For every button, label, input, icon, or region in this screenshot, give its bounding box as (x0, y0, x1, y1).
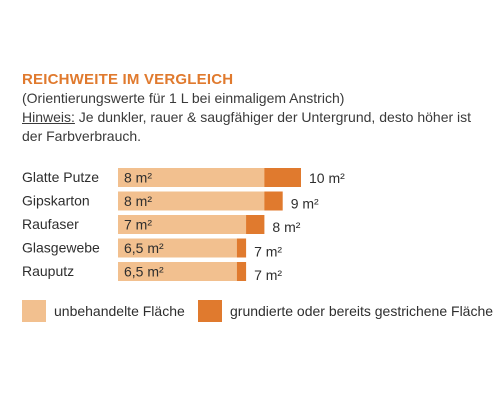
legend-label-primed: grundierte oder bereits gestrichene Fläc… (230, 303, 494, 319)
category-label: Rauputz (22, 263, 74, 279)
hint-label: Hinweis: (22, 109, 75, 125)
bar-untreated (118, 215, 247, 234)
value-label-primed: 9 m² (291, 196, 319, 212)
category-label: Gipskarton (22, 193, 90, 209)
bar-row: Glatte Putze 8 m² 10 m² (22, 168, 345, 187)
chart-header: REICHWEITE IM VERGLEICH (Orientierungswe… (22, 70, 492, 146)
chart-subtitle: (Orientierungswerte für 1 L bei einmalig… (22, 90, 345, 106)
value-label-primed: 7 m² (254, 267, 282, 283)
bar-untreated (118, 262, 237, 281)
legend-item-untreated: unbehandelte Fläche (22, 300, 185, 322)
legend: unbehandelte Fläche grundierte oder bere… (22, 300, 493, 328)
chart-title: REICHWEITE IM VERGLEICH (22, 71, 234, 88)
value-label-untreated: 6,5 m² (124, 264, 164, 280)
bar-row: Glasgewebe 6,5 m² 7 m² (22, 238, 282, 260)
bar-row: Raufaser 7 m² 8 m² (22, 215, 301, 235)
bar-untreated (118, 168, 265, 187)
value-label-primed: 8 m² (272, 219, 300, 235)
legend-swatch-primed (198, 300, 222, 322)
category-label: Raufaser (22, 216, 79, 232)
bar-row: Gipskarton 8 m² 9 m² (22, 191, 319, 212)
category-label: Glatte Putze (22, 169, 99, 185)
value-label-untreated: 8 m² (124, 170, 152, 186)
value-label-primed: 7 m² (254, 244, 282, 260)
value-label-untreated: 8 m² (124, 193, 152, 209)
legend-label-untreated: unbehandelte Fläche (54, 303, 185, 319)
bar-untreated (118, 238, 237, 258)
value-label-untreated: 6,5 m² (124, 240, 164, 256)
hint-line-2: der Farbverbrauch. (22, 128, 142, 144)
legend-item-primed: grundierte oder bereits gestrichene Fläc… (198, 300, 493, 322)
hint-text: Je dunkler, rauer & saugfähiger der Unte… (74, 109, 472, 125)
value-label-untreated: 7 m² (124, 217, 152, 233)
value-label-primed: 10 m² (309, 170, 345, 186)
hint-line-1: Hinweis: Je dunkler, rauer & saugfähiger… (22, 108, 492, 127)
bar-untreated (118, 191, 265, 211)
category-label: Glasgewebe (22, 240, 100, 256)
legend-swatch-untreated (22, 300, 46, 322)
bar-row: Rauputz 6,5 m² 7 m² (22, 262, 282, 283)
